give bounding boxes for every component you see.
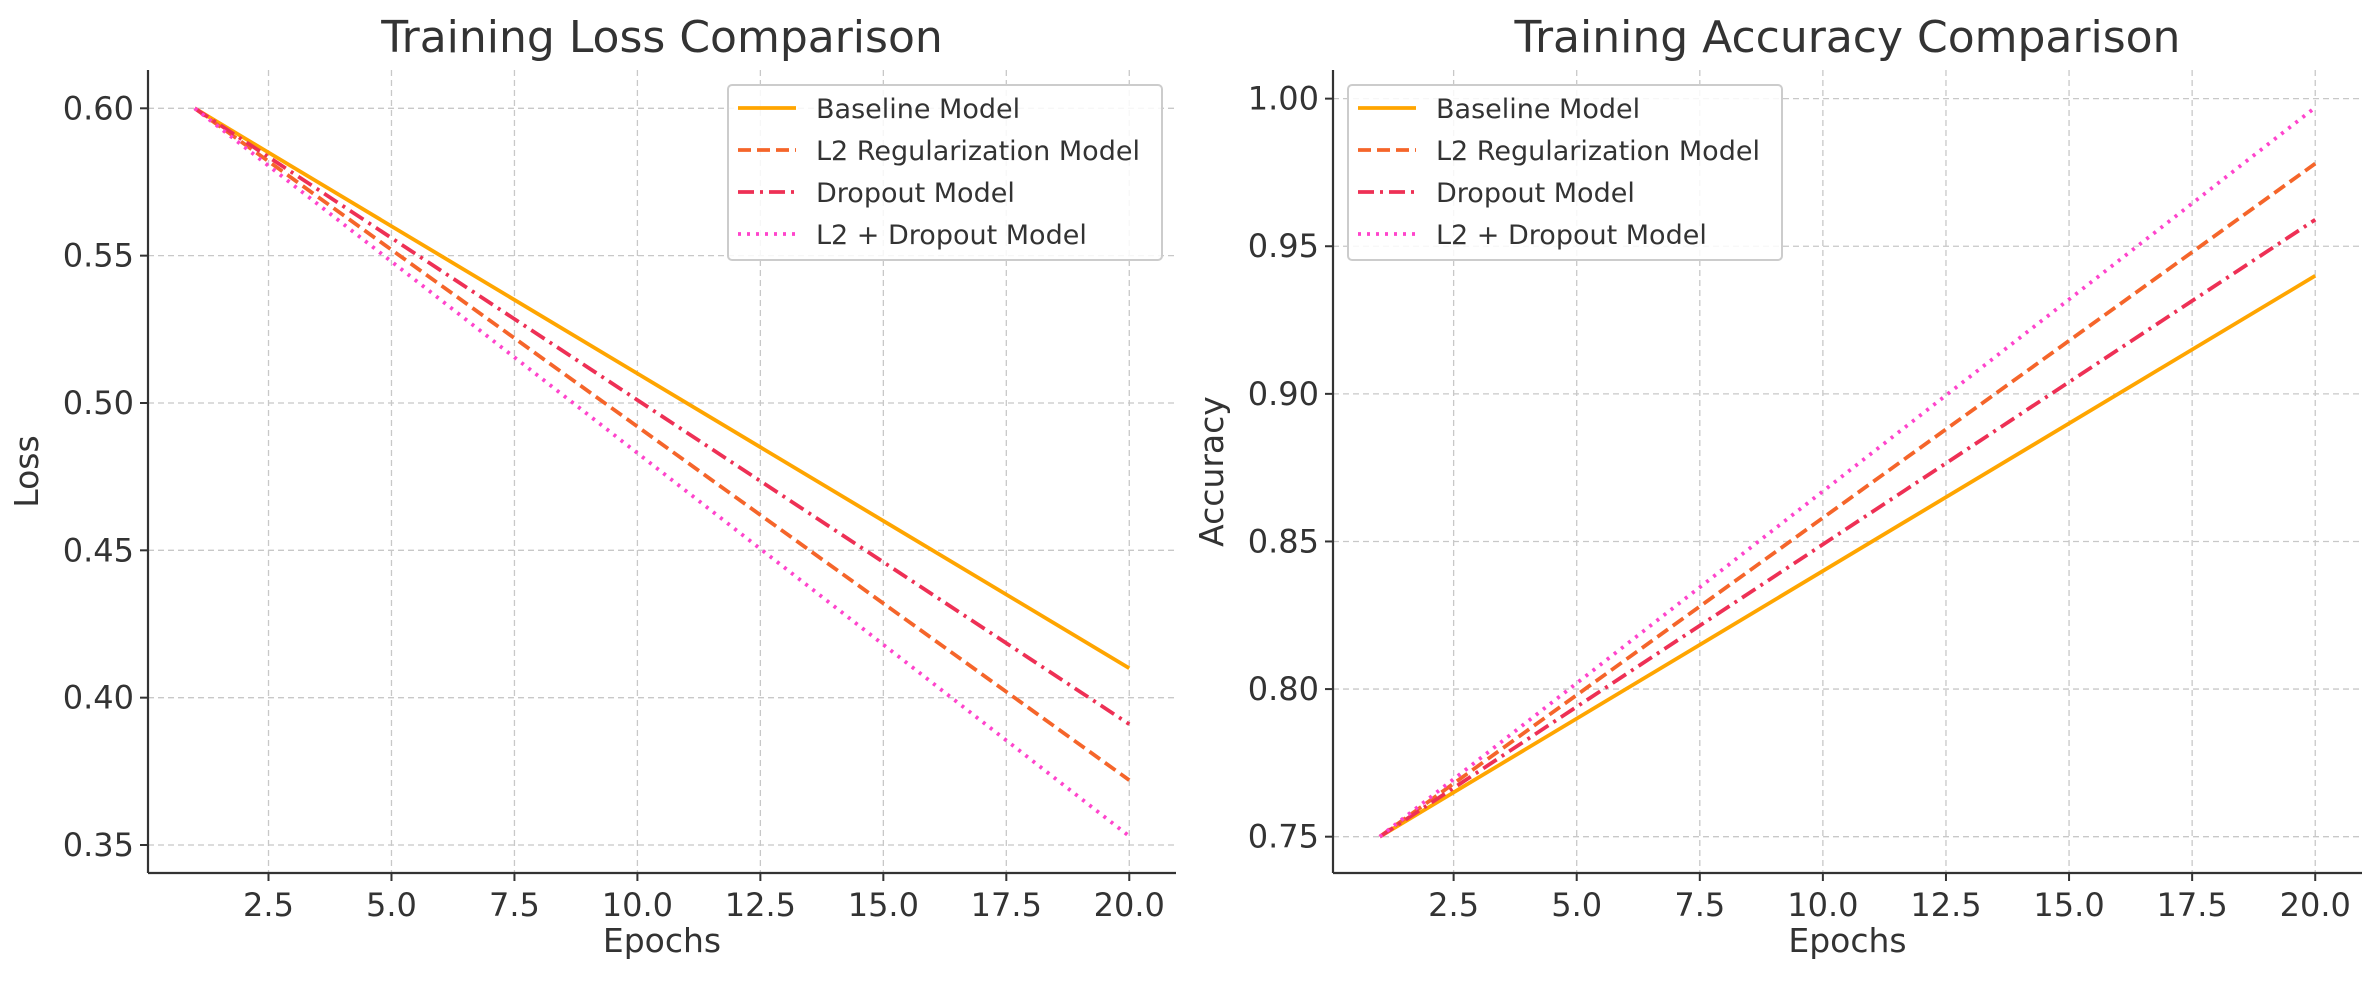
legend: Baseline Model L2 Regularization Model Dro…	[1347, 84, 1783, 261]
y-axis-label: Loss	[7, 435, 46, 507]
y-tick-label: 0.85	[1248, 522, 1319, 560]
x-tick-label: 2.5	[243, 886, 294, 924]
legend-label: Dropout Model	[1436, 178, 1635, 209]
x-tick-label: 17.5	[2157, 886, 2228, 924]
x-tick-label: 12.5	[1910, 886, 1981, 924]
legend-label: Dropout Model	[816, 178, 1015, 209]
series-line-3	[193, 106, 1131, 726]
y-tick-label: 0.95	[1248, 227, 1319, 265]
series-line-2	[193, 106, 1131, 782]
y-tick-label: 0.45	[63, 531, 134, 569]
legend-box	[1347, 84, 1783, 261]
x-tick-label: 17.5	[971, 886, 1042, 924]
series-line-1	[1378, 274, 2317, 839]
x-tick-label: 7.5	[1674, 886, 1725, 924]
y-tick-label: 0.80	[1248, 670, 1319, 708]
y-tick-label: 0.35	[63, 826, 134, 864]
series-line-1	[193, 106, 1131, 670]
y-axis-label: Accuracy	[1192, 396, 1231, 547]
legend-label: L2 + Dropout Model	[1436, 220, 1707, 251]
x-tick-label: 10.0	[1787, 886, 1858, 924]
x-axis-label: Epochs	[603, 921, 721, 960]
x-tick-label: 7.5	[489, 886, 540, 924]
x-axis-label: Epochs	[1788, 921, 1906, 960]
x-tick-label: 5.0	[1551, 886, 1602, 924]
y-tick-label: 0.60	[63, 89, 134, 127]
y-tick-label: 0.90	[1248, 375, 1319, 413]
y-tick-label: 0.55	[63, 237, 134, 275]
x-tick-label: 2.5	[1428, 886, 1479, 924]
legend-label: Baseline Model	[1436, 94, 1640, 125]
series-line-3	[1378, 218, 2317, 839]
y-tick-label: 1.00	[1248, 80, 1319, 118]
x-tick-label: 15.0	[2033, 886, 2104, 924]
y-tick-label: 0.50	[63, 384, 134, 422]
chart-title: Training Loss Comparison	[380, 12, 943, 63]
x-tick-label: 12.5	[725, 886, 796, 924]
chart-title: Training Accuracy Comparison	[1514, 12, 2181, 63]
chart-panel-2: 2.5 5.0 7.5 10.0 12.5 15.0 17.5 20.0 0.75 0.80 0.8…	[1192, 12, 2362, 960]
x-tick-label: 15.0	[848, 886, 919, 924]
legend-label: Baseline Model	[816, 94, 1020, 125]
legend-label: L2 Regularization Model	[816, 136, 1140, 167]
legend-label: L2 Regularization Model	[1436, 136, 1760, 167]
gridlines	[1333, 70, 2362, 873]
legend-label: L2 + Dropout Model	[816, 220, 1087, 251]
x-tick-label: 5.0	[366, 886, 417, 924]
y-tick-label: 0.75	[1248, 818, 1319, 856]
x-tick-label: 20.0	[1094, 886, 1165, 924]
x-tick-label: 10.0	[602, 886, 673, 924]
chart-panel-1: 2.5 5.0 7.5 10.0 12.5 15.0 17.5 20.0 0.35 0.40 0.4…	[7, 12, 1176, 960]
legend-box	[727, 84, 1163, 261]
legend: Baseline Model L2 Regularization Model Dro…	[727, 84, 1163, 261]
series-line-2	[1378, 162, 2317, 839]
y-tick-label: 0.40	[63, 679, 134, 717]
x-tick-label: 20.0	[2280, 886, 2351, 924]
gridlines	[148, 70, 1176, 873]
